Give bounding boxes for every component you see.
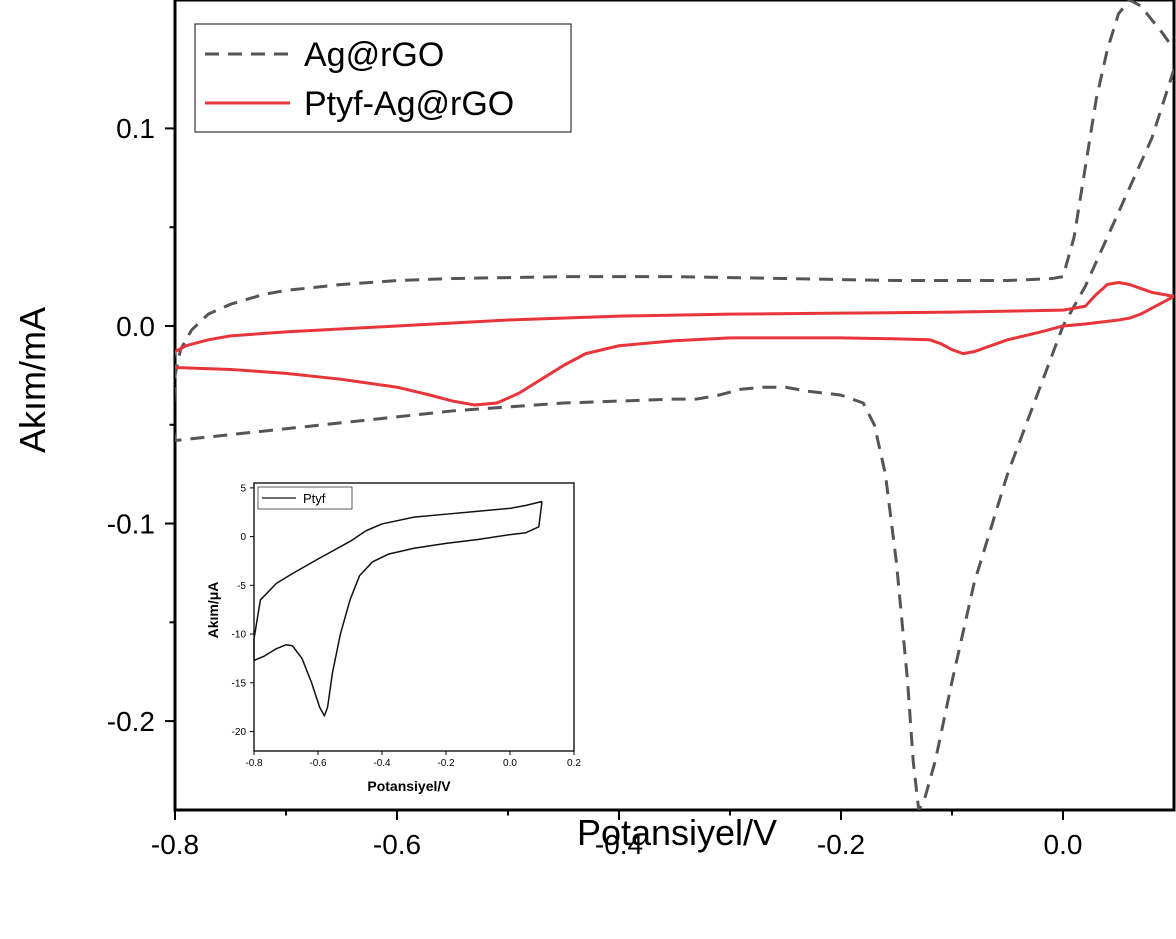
inset-legend-box [257,486,353,510]
inset-x-tick-label: -0.8 [245,758,263,769]
inset-x-tick-label: 0.0 [503,758,517,769]
inset-y-tick-label: -10 [232,630,247,641]
inset-y-tick-label: -15 [232,678,247,689]
legend-label-ptyf-ag-rgo: Ptyf-Ag@rGO [304,85,514,123]
inset-y-axis-label: Akım/μA [205,582,221,639]
main-x-tick-label: -0.2 [817,829,865,860]
inset-series-ptyf [253,500,543,717]
inset-x-tick-label: -0.2 [437,758,455,769]
main-x-tick-label: -0.6 [373,829,421,860]
inset-y-axis: 5 0 -5 -10 -15 -20 [232,483,254,738]
inset-y-tick-label: 5 [240,483,246,494]
main-x-tick-label: -0.4 [595,829,643,860]
main-chart: -0.8 -0.6 -0.4 -0.2 0.0 0.1 0.0 -0.1 -0.2 Potan… [12,0,1176,860]
inset-background [254,483,574,751]
main-legend: Ag@rGO Ptyf-Ag@rGO [194,23,572,133]
main-legend-box [194,23,572,133]
main-series-ptyf-ag-rgo [175,281,1174,407]
inset-legend: Ptyf [257,486,353,510]
main-y-tick-label: -0.1 [107,508,155,539]
inset-y-tick-label: -5 [237,581,246,592]
main-y-axis: 0.1 0.0 -0.1 -0.2 [107,113,175,737]
inset-x-tick-label: -0.6 [309,758,327,769]
inset-y-tick-label: -20 [232,727,247,738]
main-series-layer [175,0,1174,810]
main-y-tick-label: 0.1 [116,113,155,144]
main-y-axis-label: Akım/mA [12,307,53,453]
main-y-tick-label: 0.0 [116,311,155,342]
inset-x-axis: -0.8 -0.6 -0.4 -0.2 0.0 0.2 [245,751,581,769]
main-plot-frame [173,0,1176,812]
main-x-axis: -0.8 -0.6 -0.4 -0.2 0.0 [151,810,1083,860]
inset-x-tick-label: 0.2 [567,758,581,769]
main-x-tick-label: 0.0 [1044,829,1083,860]
main-series-ag-rgo [175,0,1174,810]
main-y-tick-label: -0.2 [107,706,155,737]
inset-plot-frame [253,482,575,752]
main-x-axis-label: Potansiyel/V [577,812,777,853]
inset-y-tick-label: 0 [240,532,246,543]
inset-chart: -0.8 -0.6 -0.4 -0.2 0.0 0.2 5 0 -5 -10 -15 -20 Pot… [205,482,581,794]
main-x-tick-label: -0.8 [151,829,199,860]
inset-x-axis-label: Potansiyel/V [367,778,451,794]
inset-series-layer [253,500,543,717]
inset-x-tick-label: -0.4 [373,758,391,769]
legend-label-ptyf: Ptyf [303,491,326,506]
legend-label-ag-rgo: Ag@rGO [304,36,444,74]
